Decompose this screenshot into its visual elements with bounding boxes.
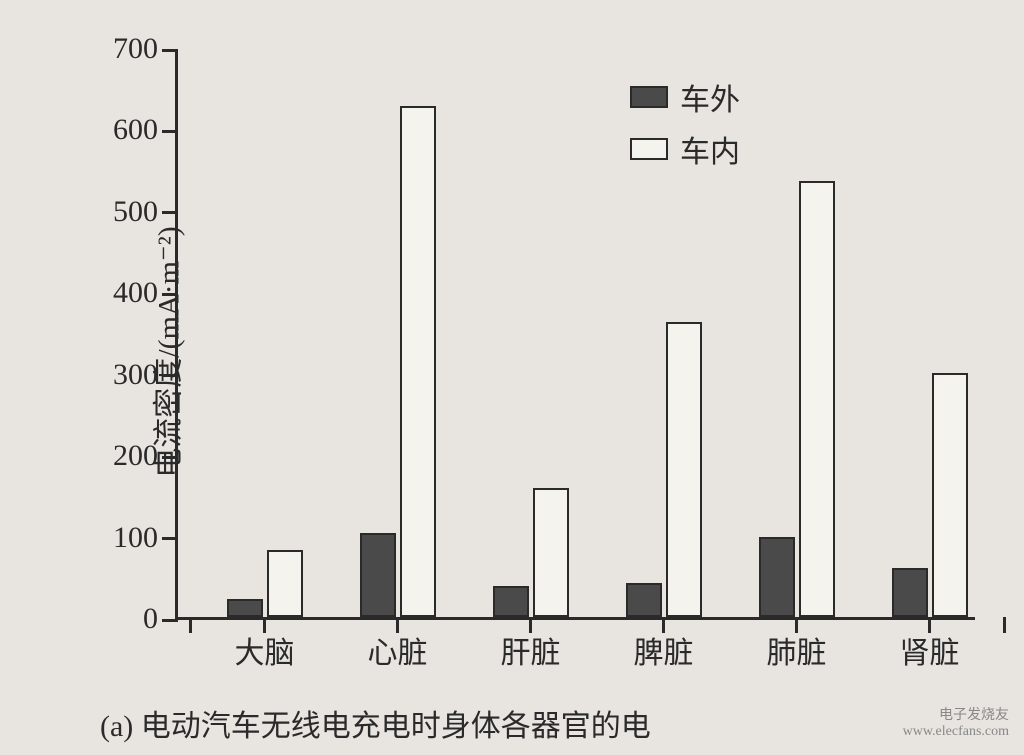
y-tick-label: 200: [98, 439, 158, 473]
bar-outside: [759, 537, 795, 617]
y-tick-label: 400: [98, 276, 158, 310]
bar-outside: [626, 583, 662, 617]
legend-label: 车外: [680, 75, 740, 119]
y-tick: [162, 49, 178, 52]
bar-outside: [493, 586, 529, 617]
y-tick: [162, 537, 178, 540]
y-tick-label: 300: [98, 358, 158, 392]
bar-inside: [932, 373, 968, 617]
x-tick-label: 肺脏: [767, 628, 827, 672]
bar-inside: [400, 106, 436, 617]
y-tick: [162, 456, 178, 459]
bar-outside: [892, 568, 928, 617]
legend-swatch-empty: [630, 138, 668, 160]
legend-item-inside: 车内: [630, 127, 740, 171]
bar-inside: [533, 488, 569, 617]
y-tick-label: 700: [98, 32, 158, 66]
watermark-line2: www.elecfans.com: [903, 724, 1009, 740]
legend-swatch-filled: [630, 86, 668, 108]
watermark-line1: 电子发烧友: [903, 704, 1009, 724]
watermark: 电子发烧友 www.elecfans.com: [903, 704, 1009, 740]
x-tick: [1003, 617, 1006, 633]
bar-outside: [360, 533, 396, 617]
plot-area: 0100200300400500600700大脑心脏肝脏脾脏肺脏肾脏: [175, 50, 975, 620]
y-tick: [162, 211, 178, 214]
y-tick: [162, 293, 178, 296]
x-tick-label: 肾脏: [900, 628, 960, 672]
bar-inside: [799, 181, 835, 617]
x-tick: [189, 617, 192, 633]
bar-outside: [227, 599, 263, 617]
y-tick-label: 100: [98, 521, 158, 555]
x-tick-label: 脾脏: [634, 628, 694, 672]
x-tick-label: 心脏: [368, 628, 428, 672]
y-tick: [162, 619, 178, 622]
legend-label: 车内: [680, 127, 740, 171]
x-tick-label: 肝脏: [501, 628, 561, 672]
legend-item-outside: 车外: [630, 75, 740, 119]
chart-container: 电流密度/(mA·m⁻²) 0100200300400500600700大脑心脏…: [50, 30, 990, 730]
legend: 车外 车内: [630, 75, 740, 179]
y-tick-label: 600: [98, 113, 158, 147]
y-tick-label: 0: [98, 602, 158, 636]
y-tick: [162, 130, 178, 133]
x-tick-label: 大脑: [235, 628, 295, 672]
y-tick-label: 500: [98, 195, 158, 229]
bar-inside: [666, 322, 702, 617]
bar-inside: [267, 550, 303, 617]
y-tick: [162, 374, 178, 377]
caption: (a) 电动汽车无线电充电时身体各器官的电: [100, 701, 651, 745]
